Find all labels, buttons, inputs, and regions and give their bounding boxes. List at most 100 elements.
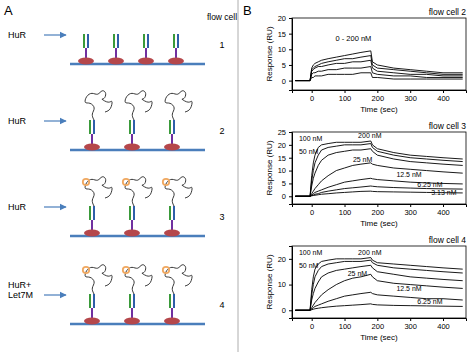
probe-strand <box>93 120 95 134</box>
series-label: 25 nM <box>348 270 368 277</box>
x-tick-label: 400 <box>437 322 450 331</box>
rna <box>123 177 152 206</box>
x-axis-line <box>293 91 467 94</box>
x-tick-label: 400 <box>437 94 450 103</box>
y-tick-mark <box>289 34 292 35</box>
linker <box>91 308 93 318</box>
probe-strand <box>169 206 171 220</box>
diagram-row: HuR+Let7M4 <box>8 265 225 325</box>
chart: 010020030040005101520Time (sec)Response … <box>265 7 467 114</box>
x-tick-mark <box>443 204 444 207</box>
x-tick: 100 <box>339 318 352 331</box>
rna-site <box>83 267 89 273</box>
y-tick-label: 0 <box>282 306 286 315</box>
sensorgram-line <box>295 149 462 197</box>
x-tick: 200 <box>372 90 385 103</box>
x-tick: 400 <box>437 318 450 331</box>
y-axis-line <box>289 133 293 205</box>
x-tick-label: 400 <box>437 208 450 217</box>
linker <box>131 134 133 144</box>
diagram-row: HuR1 <box>8 30 225 65</box>
plot-frame <box>292 18 466 90</box>
probe-strand <box>173 294 175 308</box>
x-tick: 0 <box>310 90 314 103</box>
x-tick: 200 <box>372 204 385 217</box>
flow-cell-number: 1 <box>219 40 224 50</box>
lines <box>295 258 462 311</box>
probe-strand <box>169 294 171 308</box>
row-label: HuR <box>8 202 27 212</box>
y-tick-mark <box>289 158 292 159</box>
y-tick-mark <box>289 285 292 286</box>
chart-title: flow cell 3 <box>429 121 467 131</box>
x-axis-line <box>293 205 467 208</box>
y-tick: 10 <box>278 45 292 54</box>
sensorgram-line <box>295 258 462 311</box>
x-tick: 300 <box>404 318 417 331</box>
y-axis-title: Response (RU) <box>265 140 274 195</box>
x-tick-mark <box>410 318 411 321</box>
probe-strand <box>89 294 91 308</box>
probe-strand <box>133 120 135 134</box>
y-tick-label: 5 <box>282 179 286 188</box>
y-tick-mark <box>289 310 292 311</box>
probe-strand <box>129 206 131 220</box>
sensorgram-line <box>295 60 462 80</box>
y-tick: 0 <box>282 192 292 201</box>
probe-strand <box>83 34 85 48</box>
probe-strand <box>113 34 115 48</box>
y-tick: 10 <box>278 166 292 175</box>
y-tick-label: 25 <box>278 128 286 137</box>
y-tick-label: 20 <box>278 14 286 23</box>
x-tick-label: 300 <box>404 208 417 217</box>
rna <box>123 265 152 294</box>
y-axis: 05101520 <box>278 14 293 91</box>
chart-title: flow cell 2 <box>429 7 467 17</box>
probe-strand <box>129 294 131 308</box>
rna-site <box>163 179 169 185</box>
sensorgram-line <box>295 56 462 81</box>
sensorgram-line <box>295 265 462 310</box>
streptavidin <box>78 58 94 65</box>
x-axis-title: Time (sec) <box>360 219 398 228</box>
y-axis-title: Response (RU) <box>265 254 274 309</box>
linker <box>91 220 93 230</box>
x-tick-label: 200 <box>372 94 385 103</box>
linker <box>175 48 177 58</box>
plot-frame <box>292 246 466 318</box>
x-axis: 0100200300400 <box>293 318 467 331</box>
rna-site <box>123 179 129 185</box>
y-tick-mark <box>289 196 292 197</box>
rna-strand <box>125 91 152 120</box>
x-tick-mark <box>410 90 411 93</box>
chart: 01002003004000510152025Time (sec)Respons… <box>265 121 467 228</box>
y-axis-line <box>289 247 293 319</box>
x-tick-label: 100 <box>339 322 352 331</box>
y-tick-label: 15 <box>278 30 286 39</box>
series-label: 25 nM <box>353 156 373 163</box>
x-tick-mark <box>345 90 346 93</box>
rna <box>165 91 192 120</box>
x-tick-mark <box>377 204 378 207</box>
sensorgram-line <box>295 163 462 196</box>
series-label: 100 nM <box>299 135 323 142</box>
x-tick: 400 <box>437 204 450 217</box>
y-tick-mark <box>289 132 292 133</box>
x-axis-line <box>293 319 467 322</box>
series-label: 6.25 nM <box>417 298 442 305</box>
rna-site <box>163 267 169 273</box>
sensorgram-line <box>295 178 462 196</box>
sensorgram-line <box>295 67 462 81</box>
row-label: HuR+ <box>8 280 31 290</box>
diagram: flow cellHuR1HuR2HuR3HuR+Let7M4 <box>8 12 237 325</box>
plot-frame <box>292 132 466 204</box>
sensorgram-line <box>295 274 462 310</box>
linker <box>115 48 117 58</box>
y-tick-label: 0 <box>282 192 286 201</box>
y-axis-line <box>289 19 293 91</box>
rna <box>83 265 112 294</box>
probe-strand <box>117 34 119 48</box>
x-tick-label: 0 <box>310 208 314 217</box>
probe-strand <box>89 120 91 134</box>
rna <box>163 177 192 206</box>
